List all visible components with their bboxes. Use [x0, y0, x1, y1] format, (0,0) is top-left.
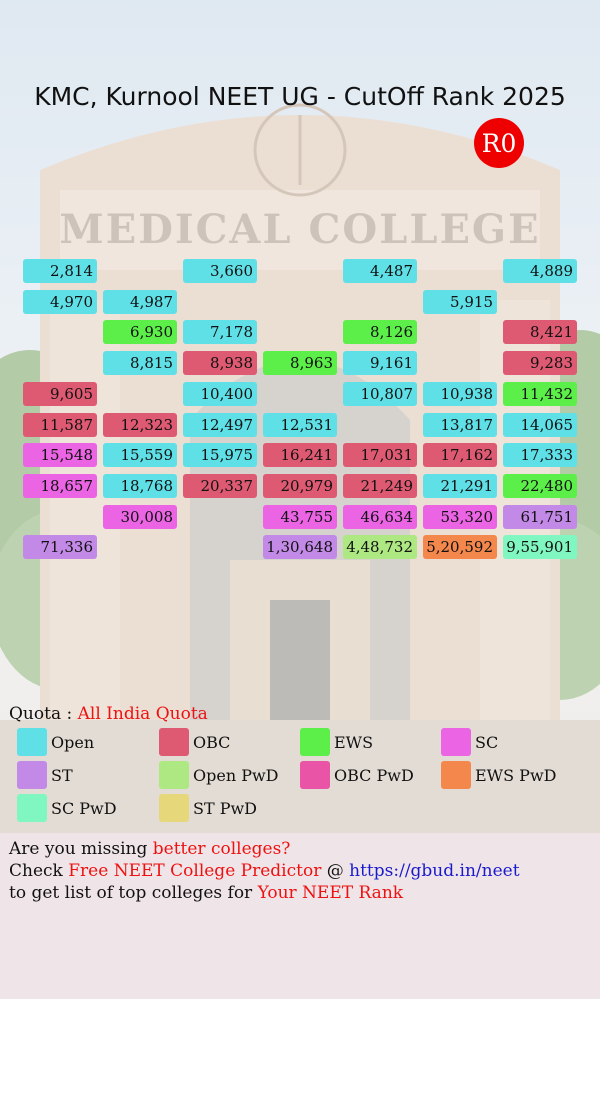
cutoff-cell: 46,634: [343, 505, 417, 529]
quota-value: All India Quota: [77, 704, 208, 724]
legend-label: EWS PwD: [475, 765, 557, 785]
cutoff-cell: 15,548: [23, 443, 97, 467]
legend-swatch: [17, 761, 47, 789]
legend-label: Open PwD: [193, 765, 279, 785]
round-badge: R0: [474, 118, 524, 168]
legend-item: ST PwD: [159, 794, 257, 822]
legend-swatch: [17, 728, 47, 756]
legend-label: Open: [51, 732, 95, 752]
cutoff-cell: 10,400: [183, 382, 257, 406]
cutoff-cell: 9,161: [343, 351, 417, 375]
legend-swatch: [300, 728, 330, 756]
cutoff-cell: 30,008: [103, 505, 177, 529]
cutoff-cell: 14,065: [503, 413, 577, 437]
cutoff-cell: 17,031: [343, 443, 417, 467]
quota-label: Quota :: [9, 704, 73, 724]
quota-line: Quota : All India Quota: [9, 704, 208, 724]
legend-label: OBC PwD: [334, 765, 414, 785]
promo-line-2: Check Free NEET College Predictor @ http…: [9, 861, 520, 881]
cutoff-cell: 3,660: [183, 259, 257, 283]
legend-swatch: [441, 728, 471, 756]
cutoff-cell: 53,320: [423, 505, 497, 529]
legend-item: ST: [17, 761, 73, 789]
legend-item: EWS: [300, 728, 373, 756]
cutoff-cell: 17,333: [503, 443, 577, 467]
cutoff-cell: 61,751: [503, 505, 577, 529]
cutoff-cell: 12,497: [183, 413, 257, 437]
cutoff-cell: 4,487: [343, 259, 417, 283]
cutoff-cell: 20,979: [263, 474, 337, 498]
cutoff-cell: 8,938: [183, 351, 257, 375]
gbud-url-link[interactable]: https://gbud.in/neet: [349, 861, 520, 881]
cutoff-cell: 4,889: [503, 259, 577, 283]
legend-label: OBC: [193, 732, 231, 752]
legend-item: Open: [17, 728, 94, 756]
page-title: KMC, Kurnool NEET UG - CutOff Rank 2025: [34, 82, 566, 111]
legend-swatch: [17, 794, 47, 822]
cutoff-cell: 2,814: [23, 259, 97, 283]
cutoff-cell: 16,241: [263, 443, 337, 467]
cutoff-cell: 71,336: [23, 535, 97, 559]
legend-label: ST PwD: [193, 798, 258, 818]
cutoff-cell: 20,337: [183, 474, 257, 498]
cutoff-cell: 11,587: [23, 413, 97, 437]
cutoff-cell: 1,30,648: [263, 535, 337, 559]
cutoff-cell: 5,20,592: [423, 535, 497, 559]
cutoff-cell: 9,283: [503, 351, 577, 375]
legend-swatch: [159, 794, 189, 822]
cutoff-cell: 10,938: [423, 382, 497, 406]
cutoff-cell: 15,559: [103, 443, 177, 467]
legend-swatch: [441, 761, 471, 789]
cutoff-cell: 4,970: [23, 290, 97, 314]
cutoff-cell: 10,807: [343, 382, 417, 406]
legend-item: OBC PwD: [300, 761, 414, 789]
legend-swatch: [159, 761, 189, 789]
cutoff-cell: 8,126: [343, 320, 417, 344]
legend-swatch: [300, 761, 330, 789]
promo-line-3: to get list of top colleges for Your NEE…: [9, 883, 404, 903]
cutoff-cell: 8,815: [103, 351, 177, 375]
cutoff-cell: 7,178: [183, 320, 257, 344]
legend-item: Open PwD: [159, 761, 279, 789]
legend-item: OBC: [159, 728, 230, 756]
cutoff-cell: 21,291: [423, 474, 497, 498]
cutoff-cell: 11,432: [503, 382, 577, 406]
cutoff-cell: 13,817: [423, 413, 497, 437]
cutoff-cell: 43,755: [263, 505, 337, 529]
cutoff-cell: 21,249: [343, 474, 417, 498]
cutoff-cell: 18,768: [103, 474, 177, 498]
cutoff-grid: 2,814 3,660 4,487 4,889 4,970 4,987 5,915 6,930…: [23, 259, 577, 559]
cutoff-cell: 8,963: [263, 351, 337, 375]
promo-line-1: Are you missing better colleges?: [9, 839, 291, 859]
legend-label: EWS: [334, 732, 374, 752]
cutoff-cell: 17,162: [423, 443, 497, 467]
cutoff-cell: 4,48,732: [343, 535, 417, 559]
legend-label: SC PwD: [51, 798, 117, 818]
cutoff-cell: 15,975: [183, 443, 257, 467]
svg-text:MEDICAL COLLEGE: MEDICAL COLLEGE: [59, 206, 540, 253]
cutoff-cell: 9,605: [23, 382, 97, 406]
legend-label: SC: [475, 732, 499, 752]
cutoff-cell: 9,55,901: [503, 535, 577, 559]
cutoff-cell: 12,531: [263, 413, 337, 437]
cutoff-cell: 22,480: [503, 474, 577, 498]
legend-label: ST: [51, 765, 73, 785]
legend-item: SC PwD: [17, 794, 117, 822]
cutoff-cell: 5,915: [423, 290, 497, 314]
cutoff-cell: 12,323: [103, 413, 177, 437]
predictor-link[interactable]: Free NEET College Predictor: [68, 861, 322, 881]
legend-item: SC: [441, 728, 498, 756]
cutoff-cell: 8,421: [503, 320, 577, 344]
promo-box: Are you missing better colleges? Check F…: [0, 833, 600, 999]
cutoff-cell: 4,987: [103, 290, 177, 314]
cutoff-cell: 6,930: [103, 320, 177, 344]
cutoff-cell: 18,657: [23, 474, 97, 498]
legend-swatch: [159, 728, 189, 756]
legend-item: EWS PwD: [441, 761, 556, 789]
